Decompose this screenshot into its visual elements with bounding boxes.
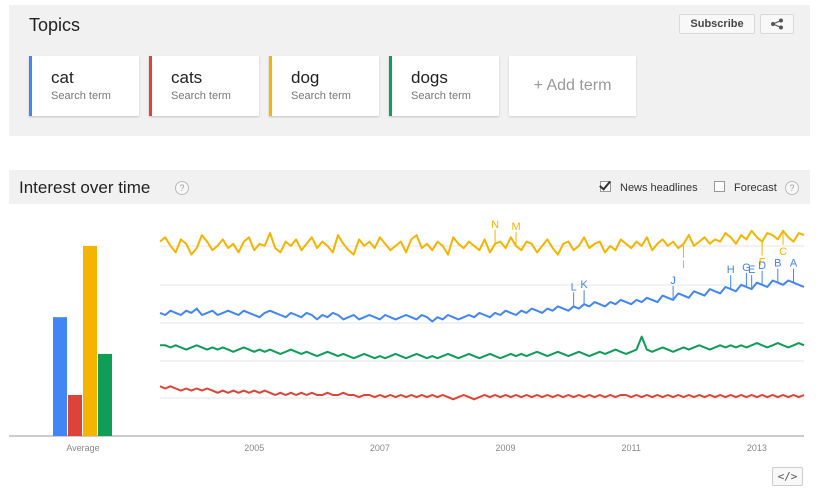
news-headlines-checkbox[interactable] (599, 178, 611, 192)
term-type: Search term (171, 90, 231, 102)
interest-title: Interest over time (19, 178, 151, 197)
help-icon[interactable]: ? (175, 181, 189, 195)
x-tick-label: 2007 (370, 443, 390, 453)
news-headlines-label: News headlines (620, 182, 698, 194)
forecast-label: Forecast (734, 182, 777, 194)
annotation-label-J[interactable]: J (670, 275, 676, 287)
subscribe-button[interactable]: Subscribe (679, 14, 755, 34)
term-type: Search term (291, 90, 351, 102)
annotation-label-B[interactable]: B (774, 258, 781, 270)
annotation-label-C[interactable]: C (779, 246, 787, 258)
series-line-cat (159, 279, 805, 323)
series-line-cats (159, 385, 805, 401)
average-label: Average (66, 443, 99, 453)
term-card-cat[interactable]: cat Search term (29, 56, 139, 116)
annotation-label-G[interactable]: G (742, 262, 751, 274)
average-bar-dogs (98, 353, 112, 436)
average-bar-cats (68, 394, 82, 436)
share-button[interactable] (760, 14, 794, 34)
annotation-label-A[interactable]: A (790, 258, 798, 270)
annotation-label-H[interactable]: H (727, 264, 735, 276)
term-type: Search term (411, 90, 471, 102)
topics-panel: Topics Subscribe cat Search term cats Se… (9, 5, 810, 136)
annotation-label-K[interactable]: K (580, 279, 588, 291)
term-type: Search term (51, 90, 111, 102)
term-card-dogs[interactable]: dogs Search term (389, 56, 499, 116)
checkmark-icon (599, 178, 611, 191)
x-tick-label: 2013 (747, 443, 767, 453)
forecast-checkbox[interactable] (714, 181, 725, 192)
annotation-label-I[interactable]: I (682, 259, 685, 271)
forecast-help-icon[interactable]: ? (785, 181, 799, 195)
average-bar-cat (53, 317, 67, 436)
annotation-label-N[interactable]: N (491, 219, 499, 231)
annotation-label-F[interactable]: F (759, 257, 766, 269)
x-tick-label: 2011 (622, 443, 641, 453)
annotation-label-D[interactable]: D (758, 260, 766, 272)
interest-header: Interest over time ? News headlines Fore… (9, 170, 810, 204)
share-icon (771, 18, 783, 30)
topics-title: Topics (29, 15, 81, 35)
x-tick-label: 2005 (244, 443, 264, 453)
x-tick-label: 2009 (496, 443, 516, 453)
average-bar-dog (83, 245, 97, 436)
term-name: dogs (411, 68, 448, 87)
term-name: dog (291, 68, 320, 87)
series-line-dog (159, 229, 805, 256)
annotation-label-E[interactable]: E (748, 264, 755, 276)
term-name: cats (171, 68, 203, 87)
term-card-dog[interactable]: dog Search term (269, 56, 379, 116)
annotation-label-L[interactable]: L (571, 281, 577, 293)
embed-button[interactable]: </> (772, 467, 803, 486)
annotation-label-M[interactable]: M (511, 221, 520, 233)
add-term-button[interactable]: + Add term (509, 56, 636, 116)
term-name: cat (51, 68, 74, 87)
series-line-dogs (160, 335, 805, 360)
term-card-cats[interactable]: cats Search term (149, 56, 259, 116)
